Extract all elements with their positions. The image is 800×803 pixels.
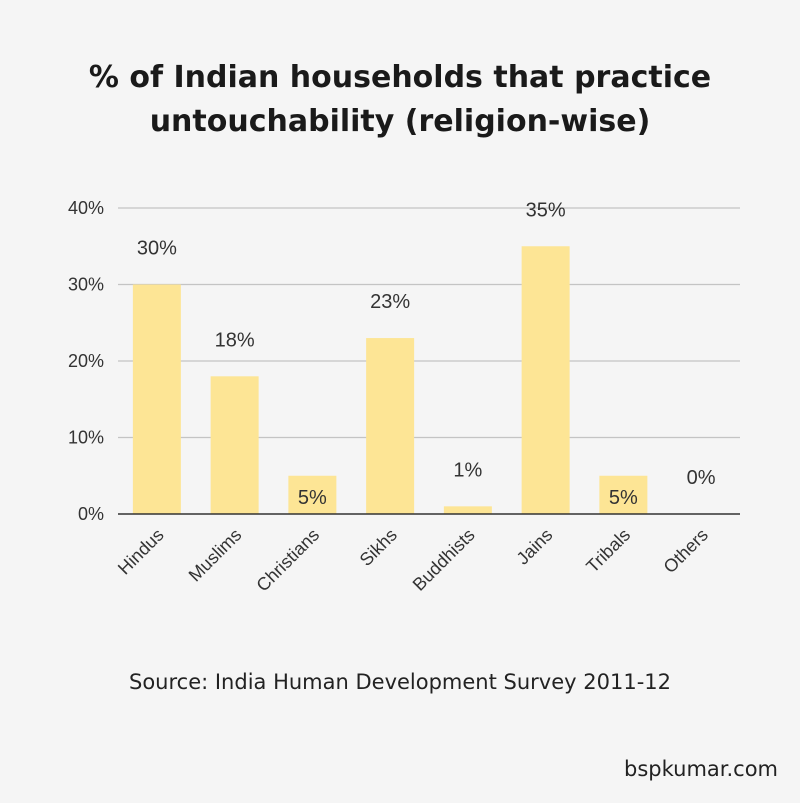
source-note: Source: India Human Development Survey 2… [128,670,671,694]
x-tick-label: Muslims [185,525,246,586]
y-tick-label: 20% [68,351,104,371]
site-credit: bspkumar.com [624,757,778,781]
bar [521,246,570,514]
data-label: 23% [370,291,410,313]
y-tick-label: 30% [68,275,104,295]
data-label: 1% [453,459,482,481]
data-label: 30% [137,238,177,260]
y-tick-label: 40% [68,198,104,218]
data-label: 18% [215,329,255,351]
bar [288,475,337,514]
x-tick-label: Tribals [582,525,634,577]
bar [599,475,648,514]
bar [132,284,181,514]
x-tick-label: Christians [252,525,323,596]
y-tick-label: 0% [78,504,104,524]
x-tick-label: Jains [513,525,557,569]
data-label: 0% [687,467,716,489]
bar [210,376,259,514]
bar-chart: 0% 10% 20% 30% 40% 30% Hindus 18% Muslims 5% Chris… [68,198,740,596]
chart-title-line-2: untouchability (religion-wise) [149,104,651,139]
x-tick-label: Hindus [114,525,168,579]
data-label: 5% [609,487,638,509]
x-tick-label: Others [660,525,712,577]
data-label: 5% [298,487,327,509]
data-label: 35% [526,199,566,221]
bar [443,506,492,514]
y-tick-label: 10% [68,428,104,448]
bar [366,338,415,514]
x-tick-label: Sikhs [356,525,401,570]
chart-title-line-1: % of Indian households that practice [88,60,712,95]
x-tick-label: Buddhists [409,525,479,595]
chart-title: % of Indian households that practice unt… [0,56,800,144]
